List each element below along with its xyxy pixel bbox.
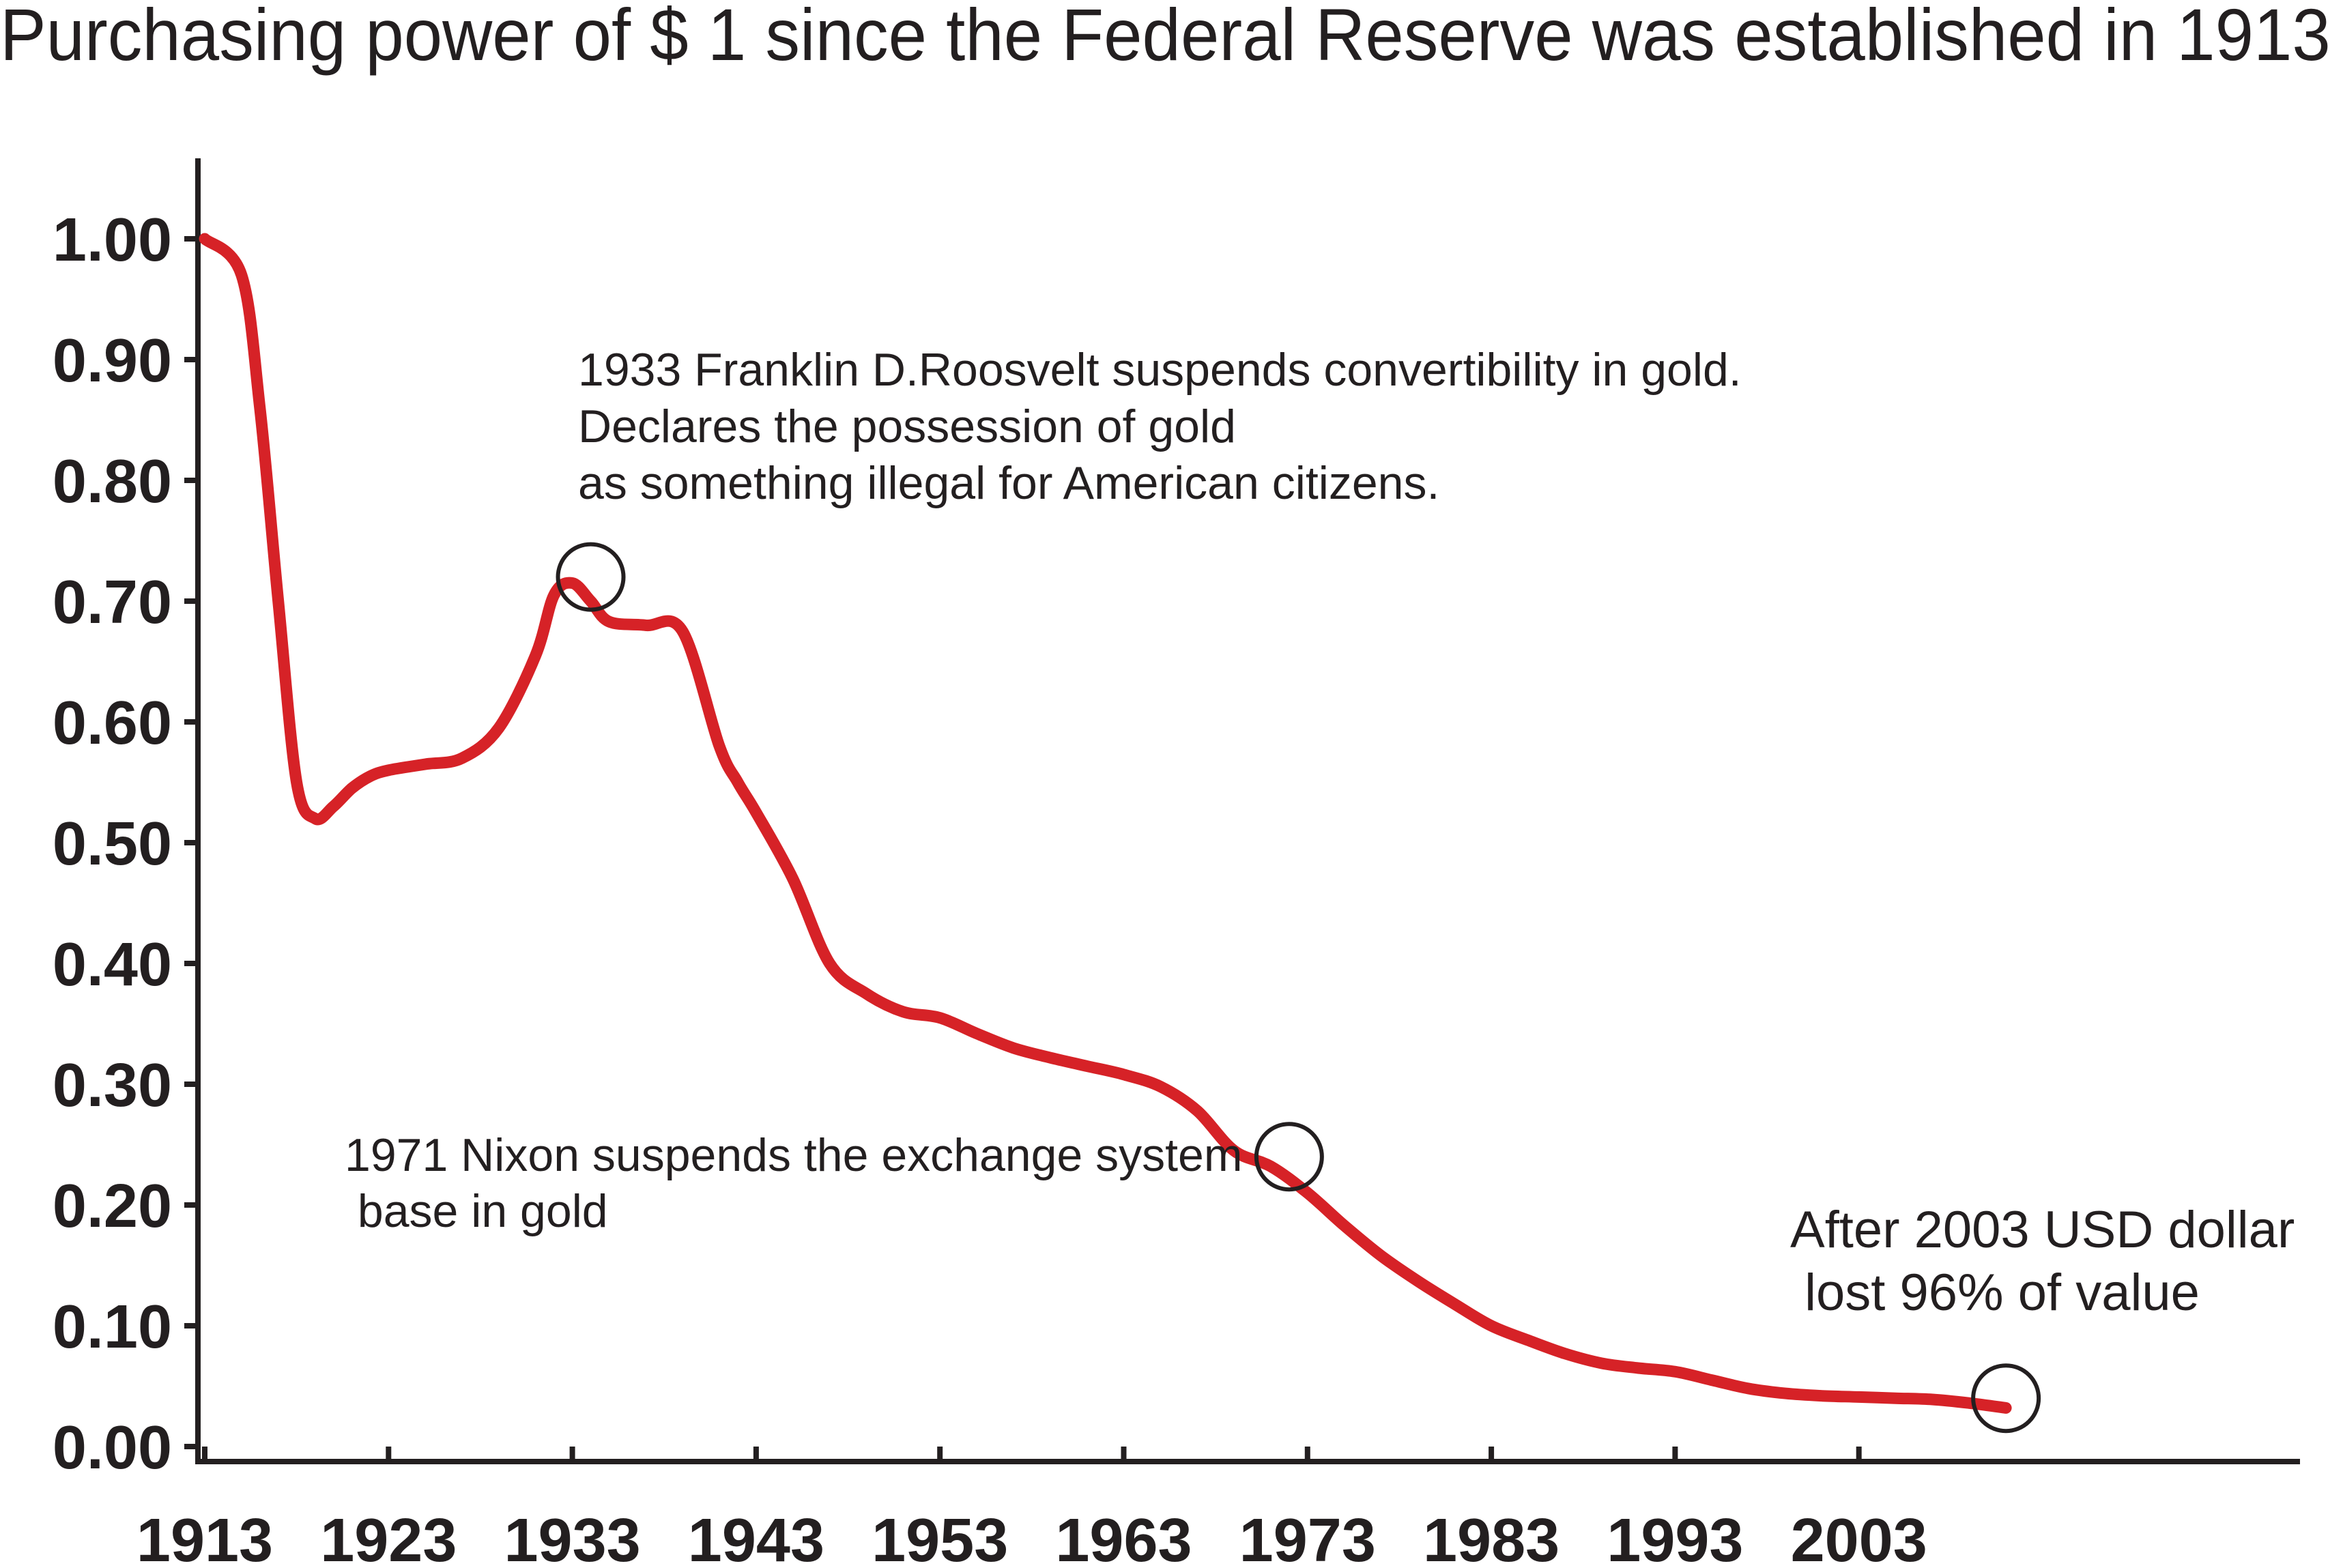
y-tick-label: 0.40 bbox=[53, 931, 172, 999]
y-tick-label: 0.00 bbox=[53, 1414, 172, 1482]
x-tick-label: 1943 bbox=[688, 1507, 824, 1568]
y-tick-label: 0.70 bbox=[53, 568, 172, 637]
annotation-usd-line-2: lost 96% of value bbox=[1790, 1264, 2200, 1322]
annotation-fdr-line-2: Declares the possession of gold bbox=[578, 401, 1236, 452]
y-tick-label: 0.50 bbox=[53, 810, 172, 878]
annotation-marker-nixon bbox=[1254, 1122, 1324, 1192]
annotation-markers bbox=[556, 542, 2041, 1434]
y-tick-label: 0.20 bbox=[53, 1172, 172, 1240]
x-tick-label: 1923 bbox=[320, 1507, 457, 1568]
x-tick-label: 1973 bbox=[1239, 1507, 1376, 1568]
annotation-marker-fdr bbox=[556, 542, 626, 612]
y-tick-label: 0.10 bbox=[53, 1293, 172, 1361]
annotation-nixon-line-1: 1971 Nixon suspends the exchange system bbox=[345, 1129, 1242, 1181]
annotation-fdr: 1933 Franklin D.Roosvelt suspends conver… bbox=[578, 344, 1755, 509]
x-axis-ticks: 1913 1923 1933 1943 1953 1963 1973 1983 1993 2003 bbox=[136, 1447, 1927, 1568]
y-tick-label: 0.80 bbox=[53, 448, 172, 516]
annotation-marker-usd bbox=[1971, 1363, 2041, 1434]
x-tick-label: 2003 bbox=[1791, 1507, 1927, 1568]
y-axis-ticks: 0.00 0.10 0.20 0.30 0.40 0.50 0.60 0.70 0.80 0.90… bbox=[53, 206, 198, 1482]
x-tick-label: 1933 bbox=[504, 1507, 640, 1568]
y-tick-label: 0.30 bbox=[53, 1051, 172, 1120]
x-tick-label: 1993 bbox=[1607, 1507, 1743, 1568]
chart-title: Purchasing power of $ 1 since the Federa… bbox=[0, 0, 2331, 76]
annotation-usd-line-1: After 2003 USD dollar bbox=[1790, 1201, 2295, 1259]
y-tick-label: 0.90 bbox=[53, 327, 172, 395]
x-tick-label: 1953 bbox=[872, 1507, 1008, 1568]
y-tick-label: 1.00 bbox=[53, 206, 172, 274]
series-line-purchasing-power bbox=[199, 233, 2012, 1414]
annotation-usd: After 2003 USD dollar lost 96% of value bbox=[1790, 1201, 2343, 1322]
annotation-fdr-line-1: 1933 Franklin D.Roosvelt suspends conver… bbox=[578, 344, 1742, 396]
annotation-nixon: 1971 Nixon suspends the exchange system … bbox=[345, 1129, 1307, 1237]
y-tick-label: 0.60 bbox=[53, 689, 172, 757]
x-tick-label: 1913 bbox=[136, 1507, 273, 1568]
annotation-fdr-line-3: as something illegal for American citize… bbox=[578, 457, 1439, 509]
x-tick-label: 1983 bbox=[1423, 1507, 1559, 1568]
x-tick-label: 1963 bbox=[1055, 1507, 1192, 1568]
annotation-nixon-line-2: base in gold bbox=[345, 1185, 608, 1237]
